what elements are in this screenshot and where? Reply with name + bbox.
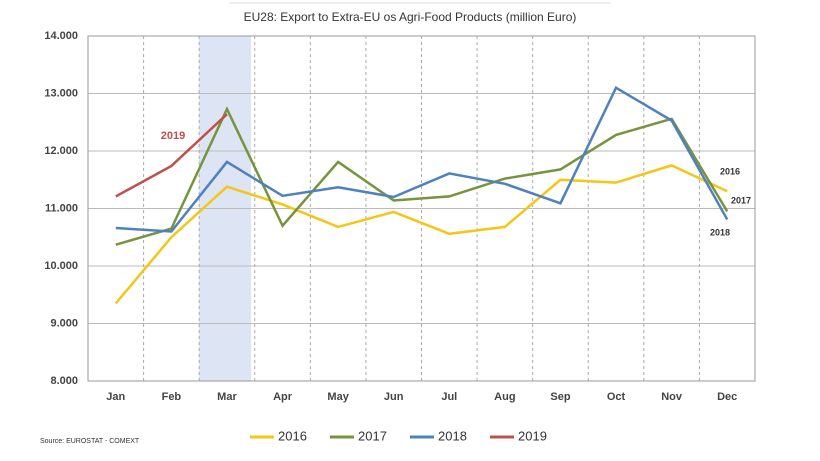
legend-label: 2016	[278, 428, 307, 443]
y-tick-label: 8.000	[50, 375, 78, 387]
x-tick-label: Feb	[162, 391, 182, 403]
x-tick-label: Apr	[273, 391, 293, 403]
x-tick-label: Sep	[550, 391, 570, 403]
chart-title: EU28: Export to Extra-EU os Agri-Food Pr…	[244, 10, 577, 24]
x-tick-label: Jun	[384, 391, 404, 403]
source: Source: EUROSTAT - COMEXT	[40, 438, 140, 445]
y-tick-label: 11.000	[45, 202, 78, 214]
legend-label: 2017	[358, 428, 387, 443]
x-tick-label: Dec	[717, 391, 737, 403]
y-tick-label: 10.000	[44, 260, 78, 272]
y-tick-label: 14.000	[44, 30, 78, 42]
x-tick-label: Jul	[441, 391, 457, 403]
legend-label: 2018	[438, 428, 467, 443]
x-tick-label: Nov	[661, 391, 683, 403]
series-line	[115, 113, 228, 198]
annotation: 2018	[710, 227, 730, 237]
x-tick-label: Jan	[106, 391, 125, 403]
y-tick-label: 13.000	[44, 87, 78, 99]
annotation: 2019	[161, 130, 185, 142]
legend-label: 2019	[518, 428, 547, 443]
plot-frame	[87, 35, 756, 382]
x-tick-label: Oct	[607, 391, 626, 403]
series-line	[115, 85, 729, 233]
x-tick-label: Mar	[217, 391, 237, 403]
annotation: 2016	[720, 166, 740, 176]
x-tick-label: May	[327, 391, 349, 403]
series-line	[114, 164, 728, 305]
y-tick-label: 12.000	[44, 145, 78, 157]
series-line	[115, 106, 729, 246]
annotation: 2017	[731, 195, 751, 205]
y-tick-label: 9.000	[50, 317, 78, 329]
x-tick-label: Aug	[494, 391, 515, 403]
